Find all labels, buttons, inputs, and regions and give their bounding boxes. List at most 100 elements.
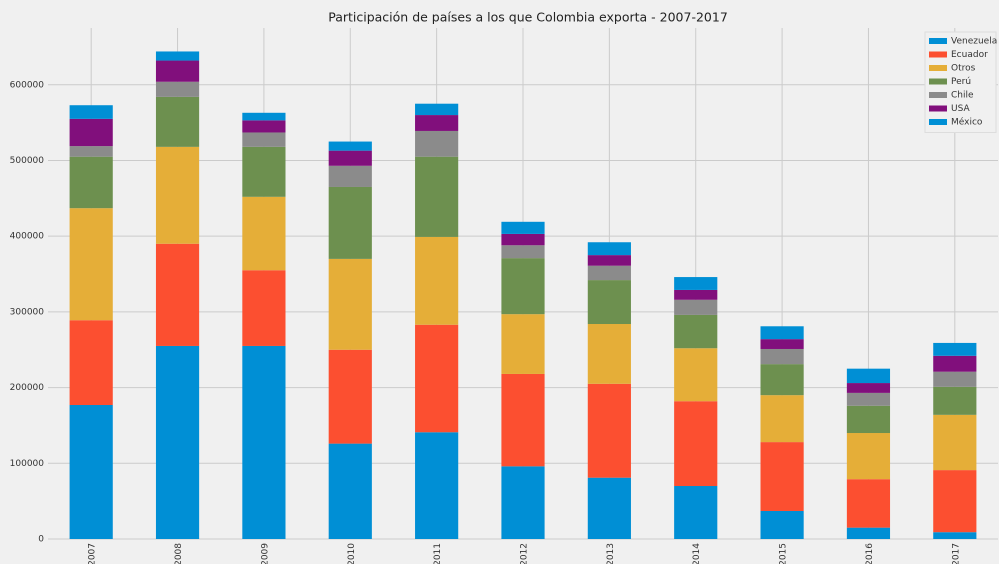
bar-segment <box>587 242 631 256</box>
x-tick-label: 2009 <box>260 543 270 564</box>
bar-segment <box>242 196 286 271</box>
bar-segment <box>674 348 718 402</box>
bar-segment <box>155 51 200 61</box>
bar-segment <box>760 510 804 539</box>
legend: Venezuela Ecuador Otros Perú Chile USA México <box>924 31 997 133</box>
bar-segment <box>846 405 891 434</box>
legend-label: Otros <box>951 64 976 74</box>
bar-segment <box>69 118 113 147</box>
bar-segment <box>846 392 891 406</box>
bar-segment <box>674 314 718 349</box>
x-tick-label: 2008 <box>174 543 184 564</box>
bar-segment <box>328 186 372 259</box>
bar-segment <box>846 527 891 539</box>
x-tick-label: 2017 <box>951 543 961 564</box>
bar-segment <box>501 373 545 467</box>
bar-segment <box>501 221 545 234</box>
bar-segment <box>415 103 459 116</box>
bar-segment <box>69 405 113 539</box>
bar-segment <box>760 326 804 340</box>
chart-title: Participación de países a los que Colomb… <box>328 10 728 25</box>
x-tick-label: 2016 <box>865 543 875 564</box>
bar-segment <box>674 401 718 487</box>
x-tick-label: 2010 <box>347 543 357 564</box>
bar-segment <box>155 96 200 147</box>
bar-segment <box>328 165 372 187</box>
legend-label: USA <box>951 104 970 114</box>
bar-segment <box>587 477 631 539</box>
bar-segment <box>674 486 718 539</box>
y-tick-label: 0 <box>38 535 44 545</box>
bar-segment <box>328 443 372 539</box>
bar-segment <box>501 314 545 374</box>
bar-segment <box>846 383 891 393</box>
bar-segment <box>69 156 113 209</box>
bar-segment <box>242 132 286 147</box>
bar-segment <box>415 115 459 131</box>
bar-segment <box>415 236 459 325</box>
bar-segment <box>674 277 718 290</box>
bar-segment <box>501 245 545 259</box>
y-tick-label: 100000 <box>10 459 45 469</box>
bar-segment <box>760 395 804 443</box>
bar-segment <box>242 345 286 539</box>
x-tick-label: 2015 <box>779 543 789 564</box>
bar-segment <box>328 349 372 444</box>
y-tick-label: 300000 <box>10 307 45 317</box>
bar-segment <box>760 364 804 396</box>
legend-label: Perú <box>951 77 971 87</box>
legend-swatch <box>929 38 947 44</box>
bar-segment <box>760 339 804 349</box>
legend-swatch <box>929 65 947 71</box>
bar-segment <box>846 433 891 480</box>
bar-segment <box>69 105 113 119</box>
x-tick-label: 2013 <box>606 543 616 564</box>
bar-segment <box>760 348 804 365</box>
y-tick-label: 400000 <box>10 232 45 242</box>
bar-segment <box>760 442 804 511</box>
y-tick-label: 500000 <box>10 156 45 166</box>
x-tick-label: 2007 <box>88 543 98 564</box>
bar-segment <box>933 386 977 415</box>
bar-segment <box>155 345 200 539</box>
bar-segment <box>933 371 977 387</box>
legend-swatch <box>929 92 947 98</box>
bar-segment <box>242 270 286 346</box>
bar-segment <box>242 112 286 121</box>
bar-segment <box>155 243 200 346</box>
bar-segment <box>501 466 545 539</box>
bar-segment <box>587 383 631 478</box>
bar-segment <box>415 156 459 237</box>
bar-segment <box>328 150 372 166</box>
x-tick-label: 2012 <box>520 543 530 564</box>
bar-segment <box>933 470 977 533</box>
bar-segment <box>674 299 718 315</box>
legend-swatch <box>929 51 947 58</box>
bar-segment <box>242 146 286 197</box>
bar-segment <box>933 414 977 471</box>
bar-segment <box>587 255 631 266</box>
bar-segment <box>415 324 459 433</box>
bar-segment <box>933 532 977 539</box>
bar-segment <box>587 324 631 384</box>
bar-segment <box>933 342 977 356</box>
bar-segment <box>69 320 113 406</box>
bar-segment <box>587 280 631 325</box>
bar-segment <box>415 432 459 539</box>
legend-swatch <box>929 105 947 112</box>
x-tick-label: 2011 <box>433 543 443 564</box>
bar-segment <box>933 355 977 372</box>
x-tick-label: 2014 <box>692 543 702 564</box>
bar-segment <box>155 146 200 244</box>
bar-segment <box>155 81 200 97</box>
bar-segment <box>415 130 459 157</box>
y-tick-label: 200000 <box>10 383 45 393</box>
bar-segment <box>846 479 891 528</box>
bar-segment <box>674 289 718 300</box>
y-tick-label: 600000 <box>10 80 45 90</box>
legend-label: Venezuela <box>951 37 997 47</box>
bar-segment <box>501 233 545 246</box>
bar-segment <box>846 368 891 384</box>
